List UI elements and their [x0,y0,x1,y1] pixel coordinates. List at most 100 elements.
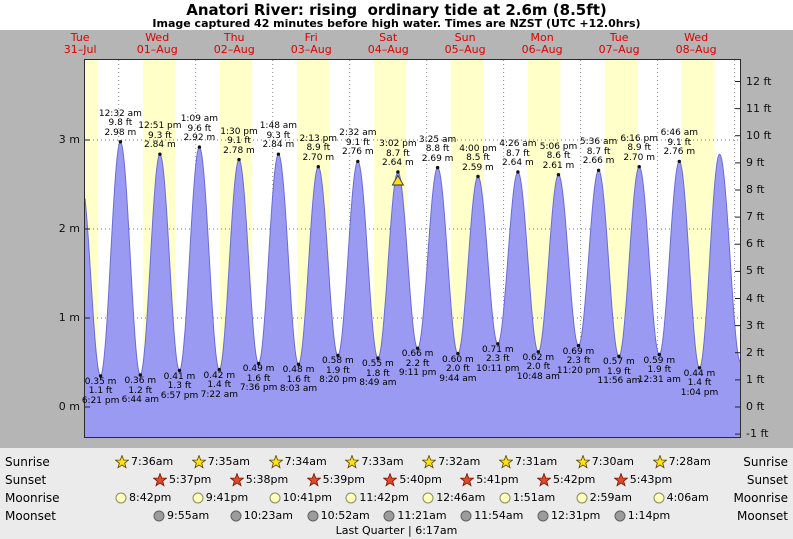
moonrise-time: 10:41pm [269,491,332,505]
tide-extreme-dot [415,346,420,350]
tide-extreme-dot [316,165,320,169]
moonrise-time-text: 10:41pm [282,491,332,504]
sunrise-label-left: Sunrise [5,455,50,469]
y-axis-label-ft: 8 ft [746,183,765,196]
day-label: Thu 02–Aug [213,31,255,56]
moonset-time: 10:52am [307,509,370,523]
sunrise-time: 7:33am [345,455,404,469]
y-axis-label-m: 0 m [58,400,80,413]
tide-area [85,141,740,437]
tide-extreme-dot [356,159,360,164]
tide-extreme-dot [197,145,202,149]
y-axis-label-ft: 5 ft [746,264,765,278]
moonrise-label-left: Moonrise [5,491,60,505]
tide-extreme-dot [237,157,241,162]
page-subtitle: Image captured 42 minutes before high wa… [152,17,641,30]
moonrise-time: 12:46am [422,491,485,505]
low-tide-label: 0.59 m 1.9 ft 12:31 am [637,355,681,385]
moonset-time: 12:31pm [537,509,600,523]
sunset-star-icon [306,473,321,487]
moonset-icon [307,510,319,522]
sunrise-time-text: 7:32am [438,455,481,468]
y-axis-label-ft: 6 ft [746,237,765,251]
moonrise-time: 1:51am [499,491,555,505]
tide-extreme-dot [576,343,581,348]
y-axis-label-ft: 3 ft [746,318,765,332]
moonrise-time: 9:41pm [192,491,248,505]
y-axis-label-ft: 12 ft [746,74,772,88]
moonrise-time-text: 1:51am [513,491,556,504]
low-tide-label: 0.55 m 1.8 ft 8:49 am [359,359,397,389]
tide-extreme-dot [456,351,460,356]
low-tide-label: 0.35 m 1.1 ft 6:21 pm [81,376,120,406]
sunset-time: 5:42pm [537,473,595,487]
day-label: Fri 03–Aug [290,31,332,56]
moonrise-label-right: Moonrise [733,491,788,505]
high-tide-label: 12:51 pm 9.3 ft 2.84 m [138,121,182,151]
low-tide-label: 0.48 m 1.6 ft 8:03 am [279,365,318,395]
y-axis-label-ft: 10 ft [746,128,772,142]
high-tide-label: 1:48 am 9.3 ft 2.84 m [259,121,298,151]
moonrise-icon [422,492,434,504]
sunset-star-icon [229,473,244,487]
moonset-time: 1:14pm [614,509,670,523]
tide-curve-plot [84,59,741,438]
sunrise-time: 7:35am [191,455,250,469]
high-tide-label: 3:25 am 8.8 ft 2.69 m [418,134,457,164]
sunrise-star-icon [191,455,206,469]
y-axis-label-ft: 11 ft [746,101,772,115]
day-label: Sun 05–Aug [444,31,486,56]
high-tide-label: 1:30 pm 9.1 ft 2.78 m [220,126,258,156]
moonrise-icon [345,492,357,504]
sunrise-time: 7:31am [499,455,557,469]
sunset-label-left: Sunset [5,473,47,487]
moonset-time-text: 10:23am [243,509,293,522]
moonrise-time: 4:06am [653,491,709,505]
moonset-icon [537,510,549,522]
tide-extreme-dot [617,354,621,358]
sunrise-time: 7:36am [115,455,173,469]
moonset-icon [230,510,242,522]
moonset-time-text: 1:14pm [627,509,671,522]
sunset-time-text: 5:40pm [399,473,442,486]
moonset-time: 11:21am [383,509,447,523]
sunset-star-icon [613,473,628,487]
tide-extreme-dot [536,350,540,354]
high-tide-label: 5:06 pm 8.6 ft 2.61 m [539,141,578,171]
sunrise-star-icon [115,455,129,469]
day-label: Wed 08–Aug [675,31,717,56]
tide-extreme-dot [556,173,561,177]
moonset-time-text: 11:54am [474,509,524,522]
high-tide-label: 6:46 am 9.1 ft 2.76 m [660,128,698,158]
tide-line [85,141,740,377]
moonrise-time-text: 2:59am [589,491,632,504]
low-tide-label: 0.36 m 1.2 ft 6:44 am [121,376,159,405]
moonrise-icon [576,492,588,504]
moonrise-time-text: 8:42pm [129,491,172,504]
sunrise-time-text: 7:35am [207,455,250,468]
tide-extreme-dot [657,352,661,357]
moonset-icon [383,510,395,522]
moonset-label-left: Moonset [5,509,56,523]
moonset-time: 10:23am [230,509,293,523]
sunset-star-icon [537,473,551,487]
sunrise-time-text: 7:33am [361,455,404,468]
day-label: Tue 31–Jul [63,31,97,56]
y-axis-label-ft: 9 ft [746,155,765,169]
tide-extreme-dot [496,342,500,346]
moonrise-icon [115,492,127,504]
day-label: Mon 06–Aug [521,31,563,56]
tide-extreme-dot [276,152,281,156]
low-tide-label: 0.71 m 2.3 ft 10:11 pm [476,344,520,374]
low-tide-label: 0.42 m 1.4 ft 7:22 am [200,370,238,400]
moonrise-time-text: 11:42pm [359,491,409,504]
low-tide-label: 0.60 m 2.0 ft 9:44 am [439,354,477,384]
tide-extreme-dot [158,152,162,156]
moonrise-icon [269,492,281,504]
day-label: Tue 07–Aug [598,31,640,56]
moonrise-icon [653,492,665,504]
y-axis-label-ft: 2 ft [746,345,765,359]
sunrise-time-text: 7:36am [131,455,174,468]
low-tide-label: 0.66 m 2.2 ft 9:11 pm [398,349,437,379]
